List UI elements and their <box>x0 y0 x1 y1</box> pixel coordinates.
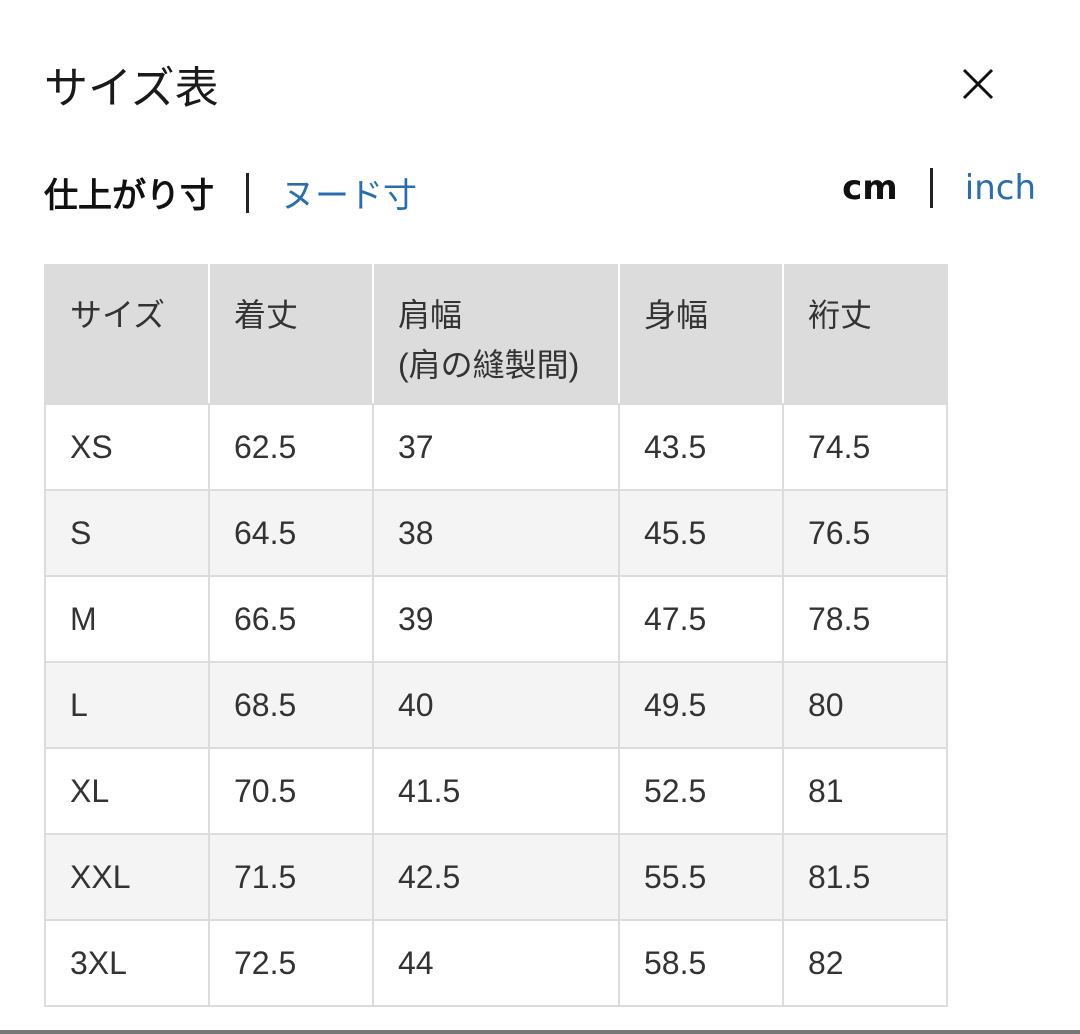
table-cell: 49.5 <box>618 661 784 749</box>
table-cell: 45.5 <box>618 489 784 577</box>
header-label: 着丈 <box>234 297 299 333</box>
table-cell: 78.5 <box>782 575 948 663</box>
column-header: 裄丈 <box>782 264 948 405</box>
unit-tabs: cm inch <box>842 168 1036 208</box>
table-cell: 81 <box>782 747 948 835</box>
table-cell: M <box>44 575 210 663</box>
table-cell: XXL <box>44 833 210 921</box>
table-cell: 3XL <box>44 919 210 1007</box>
table-row: L 68.5 40 49.5 80 <box>44 661 948 749</box>
table-cell: 76.5 <box>782 489 948 577</box>
table-cell: 52.5 <box>618 747 784 835</box>
table-cell: 44 <box>372 919 620 1007</box>
close-button[interactable] <box>956 62 1000 106</box>
table-cell: 37 <box>372 403 620 491</box>
tab-nude-size[interactable]: ヌード寸 <box>281 176 417 216</box>
header-label: 身幅 <box>644 297 709 333</box>
table-cell: 55.5 <box>618 833 784 921</box>
column-header: 肩幅 (肩の縫製間) <box>372 264 620 405</box>
table-cell: 58.5 <box>618 919 784 1007</box>
column-header: 身幅 <box>618 264 784 405</box>
header-label: サイズ <box>70 297 166 333</box>
table-cell: 66.5 <box>208 575 374 663</box>
header-label: 肩幅 <box>398 297 463 333</box>
column-header: 着丈 <box>208 264 374 405</box>
table-cell: 43.5 <box>618 403 784 491</box>
divider <box>929 168 933 208</box>
header-label: 裄丈 <box>808 297 873 333</box>
table-cell: XL <box>44 747 210 835</box>
table-cell: 82 <box>782 919 948 1007</box>
table-row: XS 62.5 37 43.5 74.5 <box>44 403 948 491</box>
table-cell: 74.5 <box>782 403 948 491</box>
table-cell: 70.5 <box>208 747 374 835</box>
unit-inch[interactable]: inch <box>964 168 1036 208</box>
page-title: サイズ表 <box>44 63 219 114</box>
table-cell: 39 <box>372 575 620 663</box>
table-cell: 80 <box>782 661 948 749</box>
close-icon <box>962 68 994 100</box>
table-cell: 68.5 <box>208 661 374 749</box>
table-cell: 64.5 <box>208 489 374 577</box>
table-row: XL 70.5 41.5 52.5 81 <box>44 747 948 835</box>
table-cell: 47.5 <box>618 575 784 663</box>
size-table: サイズ 着丈 肩幅 (肩の縫製間) 身幅 裄丈 XS 62.5 37 43.5 74.5 S 64.5… <box>44 264 948 1007</box>
table-cell: 38 <box>372 489 620 577</box>
measure-tabs: 仕上がり寸 ヌード寸 <box>44 168 417 217</box>
table-row: XXL 71.5 42.5 55.5 81.5 <box>44 833 948 921</box>
table-row: M 66.5 39 47.5 78.5 <box>44 575 948 663</box>
table-cell: 72.5 <box>208 919 374 1007</box>
bottom-divider <box>0 1030 1080 1034</box>
table-cell: 62.5 <box>208 403 374 491</box>
divider <box>246 172 249 213</box>
table-cell: 41.5 <box>372 747 620 835</box>
table-row: S 64.5 38 45.5 76.5 <box>44 489 948 577</box>
column-header: サイズ <box>44 264 210 405</box>
unit-cm[interactable]: cm <box>842 168 898 208</box>
table-cell: 71.5 <box>208 833 374 921</box>
table-cell: 81.5 <box>782 833 948 921</box>
table-row: 3XL 72.5 44 58.5 82 <box>44 919 948 1007</box>
table-cell: L <box>44 661 210 749</box>
header-sublabel: (肩の縫製間) <box>398 347 580 383</box>
tab-finished-size[interactable]: 仕上がり寸 <box>44 176 214 216</box>
table-cell: 42.5 <box>372 833 620 921</box>
table-cell: XS <box>44 403 210 491</box>
table-cell: S <box>44 489 210 577</box>
table-cell: 40 <box>372 661 620 749</box>
